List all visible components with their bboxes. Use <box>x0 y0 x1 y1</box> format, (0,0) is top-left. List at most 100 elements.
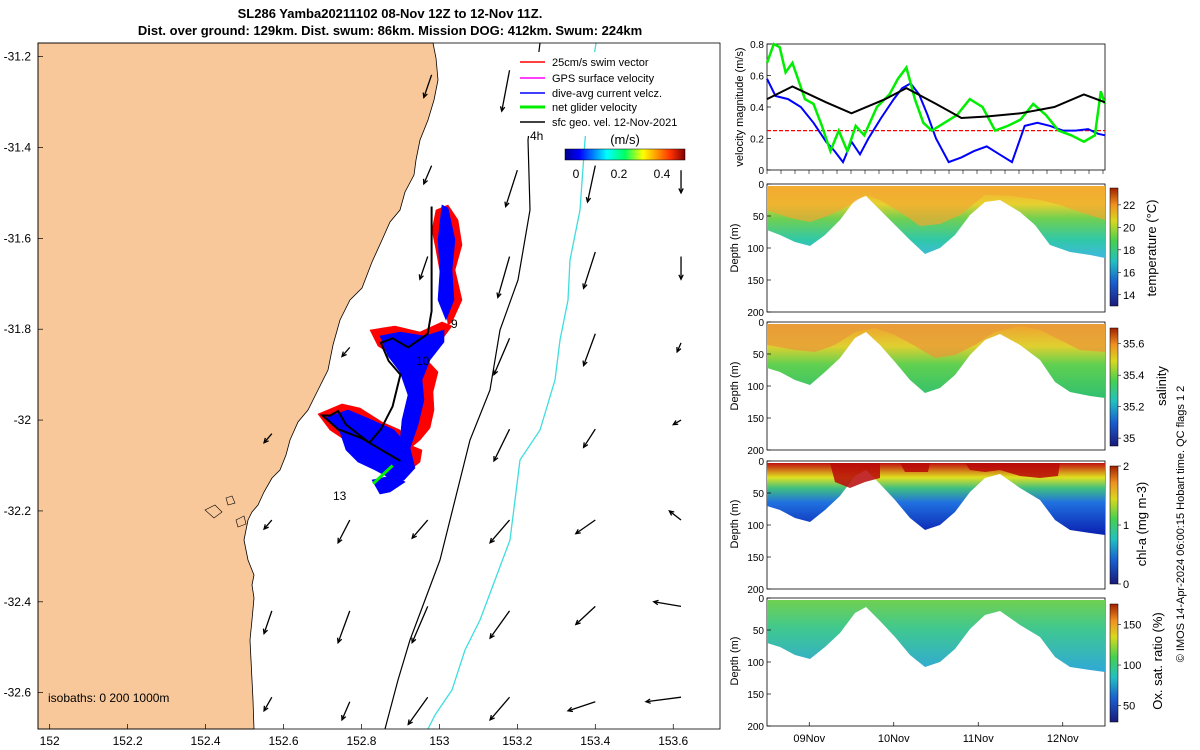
oxygen-colorbar-label: Ox. sat. ratio (%) <box>1150 612 1165 710</box>
map-ytick-label: -32.6 <box>4 686 32 700</box>
geo-velocity-arrow <box>411 606 429 645</box>
salinity-field <box>767 324 1105 398</box>
velocity-ylabel: velocity magnitude (m/s) <box>734 47 746 166</box>
map-xtick-label: 152.4 <box>191 734 221 748</box>
geo-velocity-arrow <box>652 599 682 607</box>
legend-item-dive-avg: dive-avg current velcz. <box>552 88 662 100</box>
chlorophyll-colorbar-label: chl-a (mg m-3) <box>1134 482 1149 567</box>
colorbar-tick-label: 2 <box>1123 461 1129 473</box>
geo-velocity-arrow <box>341 701 351 722</box>
geo-velocity-arrow <box>671 419 682 426</box>
geo-velocity-arrow <box>668 510 682 521</box>
geo-velocity-arrow <box>489 519 511 544</box>
velocity-series <box>765 42 1107 165</box>
geo-velocity-arrow <box>496 256 511 299</box>
legend-item-gps: GPS surface velocity <box>552 73 655 85</box>
time-tick-label: 10Nov <box>878 733 910 745</box>
geo-velocity-arrow <box>337 519 351 545</box>
geo-velocity-arrow <box>489 610 511 640</box>
isobath-1000m <box>427 42 597 730</box>
geo-velocity-arrow <box>499 70 511 113</box>
temperature-colorbar-label: temperature (°C) <box>1144 200 1159 297</box>
velocity-panel: 0 0.2 0.4 0.6 0.8 velocity magnitude (m/s) <box>734 40 1107 177</box>
geo-velocity-arrow <box>422 165 433 186</box>
depth-tick-label: 50 <box>753 626 765 637</box>
geo-velocity-arrow <box>489 696 511 722</box>
map-colorbar-tick: 0.2 <box>611 167 628 181</box>
geo-velocity-arrow <box>585 165 596 204</box>
chlorophyll-field <box>767 463 1105 535</box>
colorbar-tick-label: 18 <box>1123 245 1135 257</box>
temperature-colorbar <box>1109 187 1119 307</box>
footer-credit: © IMOS 14-Apr-2024 06:00:15 Hobart time.… <box>1175 386 1187 663</box>
velocity-xtick-marks <box>766 170 1104 174</box>
geo-velocity-arrow <box>262 610 273 636</box>
oxygen-field <box>767 600 1105 672</box>
geo-vector-time-label: 4h <box>530 129 543 143</box>
map-xtick-label: 152 <box>40 734 60 748</box>
depth-tick-label: 100 <box>747 521 764 532</box>
geo-velocity-arrow <box>582 251 596 290</box>
map-legend: 25cm/s swim vector GPS surface velocity … <box>514 52 708 143</box>
salinity-high-layer <box>767 324 1105 358</box>
velocity-axes: 0 0.2 0.4 0.6 0.8 <box>750 40 771 177</box>
depth-tick-label: 150 <box>747 690 764 701</box>
depth-tick-label: 50 <box>753 489 765 500</box>
legend-item-net: net glider velocity <box>552 102 637 114</box>
velocity-frame <box>766 43 1106 171</box>
colorbar-tick-label: 35 <box>1123 433 1135 445</box>
temperature-ylabel: Depth (m) <box>729 224 741 273</box>
geo-velocity-arrow <box>566 701 596 713</box>
geo-velocity-arrow <box>493 338 511 377</box>
temperature-warm-layer <box>767 186 1105 226</box>
depth-tick-label: 150 <box>747 276 764 287</box>
map-xtick-label: 152.2 <box>113 734 143 748</box>
islands <box>204 495 247 528</box>
map-ytick-label: -31.2 <box>4 50 32 64</box>
colorbar-tick-label: 100 <box>1123 660 1141 672</box>
time-tick-label: 09Nov <box>793 733 825 745</box>
depth-tick-label: 200 <box>747 308 764 319</box>
chlorophyll-max-layer <box>830 463 1060 488</box>
map-colorbar: (m/s) 0 0.2 0.4 <box>564 132 686 181</box>
map-xtick-label: 153.6 <box>658 734 688 748</box>
geo-velocity-arrow <box>336 610 351 645</box>
geo-velocity-arrow <box>504 170 518 208</box>
map-xtick-label: 152.8 <box>346 734 376 748</box>
map-xtick-label: 153.2 <box>502 734 532 748</box>
chlorophyll-colorbar-ticks: 0 1 2 <box>1118 461 1129 591</box>
colorbar-tick-label: 35.4 <box>1123 370 1144 382</box>
map-axes: 152 152.2 152.4 152.6 152.8 153 153.2 153.4 153.… <box>4 50 689 748</box>
map-frame <box>37 42 721 730</box>
geo-velocity-arrow <box>582 333 596 367</box>
map-ytick-label: -31.8 <box>4 322 32 336</box>
legend-item-swim: 25cm/s swim vector <box>552 57 649 69</box>
day-label-10: 10 <box>416 354 430 368</box>
geo-velocity-arrow <box>418 256 429 281</box>
dive-avg-current-cluster <box>324 204 456 495</box>
geo-velocity-arrow <box>493 428 511 463</box>
colorbar-tick-label: 35.6 <box>1123 339 1144 351</box>
colorbar-tick-label: 14 <box>1123 290 1135 302</box>
chlorophyll-colorbar <box>1109 465 1119 585</box>
depth-tick-label: 0 <box>758 594 764 605</box>
oxygen-colorbar <box>1109 603 1119 723</box>
colorbar-tick-label: 150 <box>1123 619 1141 631</box>
chlorophyll-panel: Depth (m) 0 50 100 150 200 chl-a (mg m-3) 0 1… <box>729 457 1149 596</box>
velocity-ytick-label: 0.8 <box>750 40 764 51</box>
map-colorbar-label: (m/s) <box>610 132 640 147</box>
temperature-axes: 0 50 100 150 200 <box>747 180 771 319</box>
glider-track <box>319 206 433 462</box>
geo-velocity-arrow <box>678 256 684 281</box>
geo-velocity-arrow <box>422 74 433 99</box>
velocity-ytick-label: 0.6 <box>750 72 764 83</box>
colorbar-tick-label: 20 <box>1123 222 1135 234</box>
velocity-ytick-label: 0.2 <box>750 135 764 146</box>
geo-velocity-arrow <box>676 342 682 354</box>
geo-velocity-arrow <box>411 519 429 540</box>
day-label-9: 9 <box>451 317 458 331</box>
colorbar-tick-label: 1 <box>1123 520 1129 532</box>
colorbar-tick-label: 50 <box>1123 701 1135 713</box>
